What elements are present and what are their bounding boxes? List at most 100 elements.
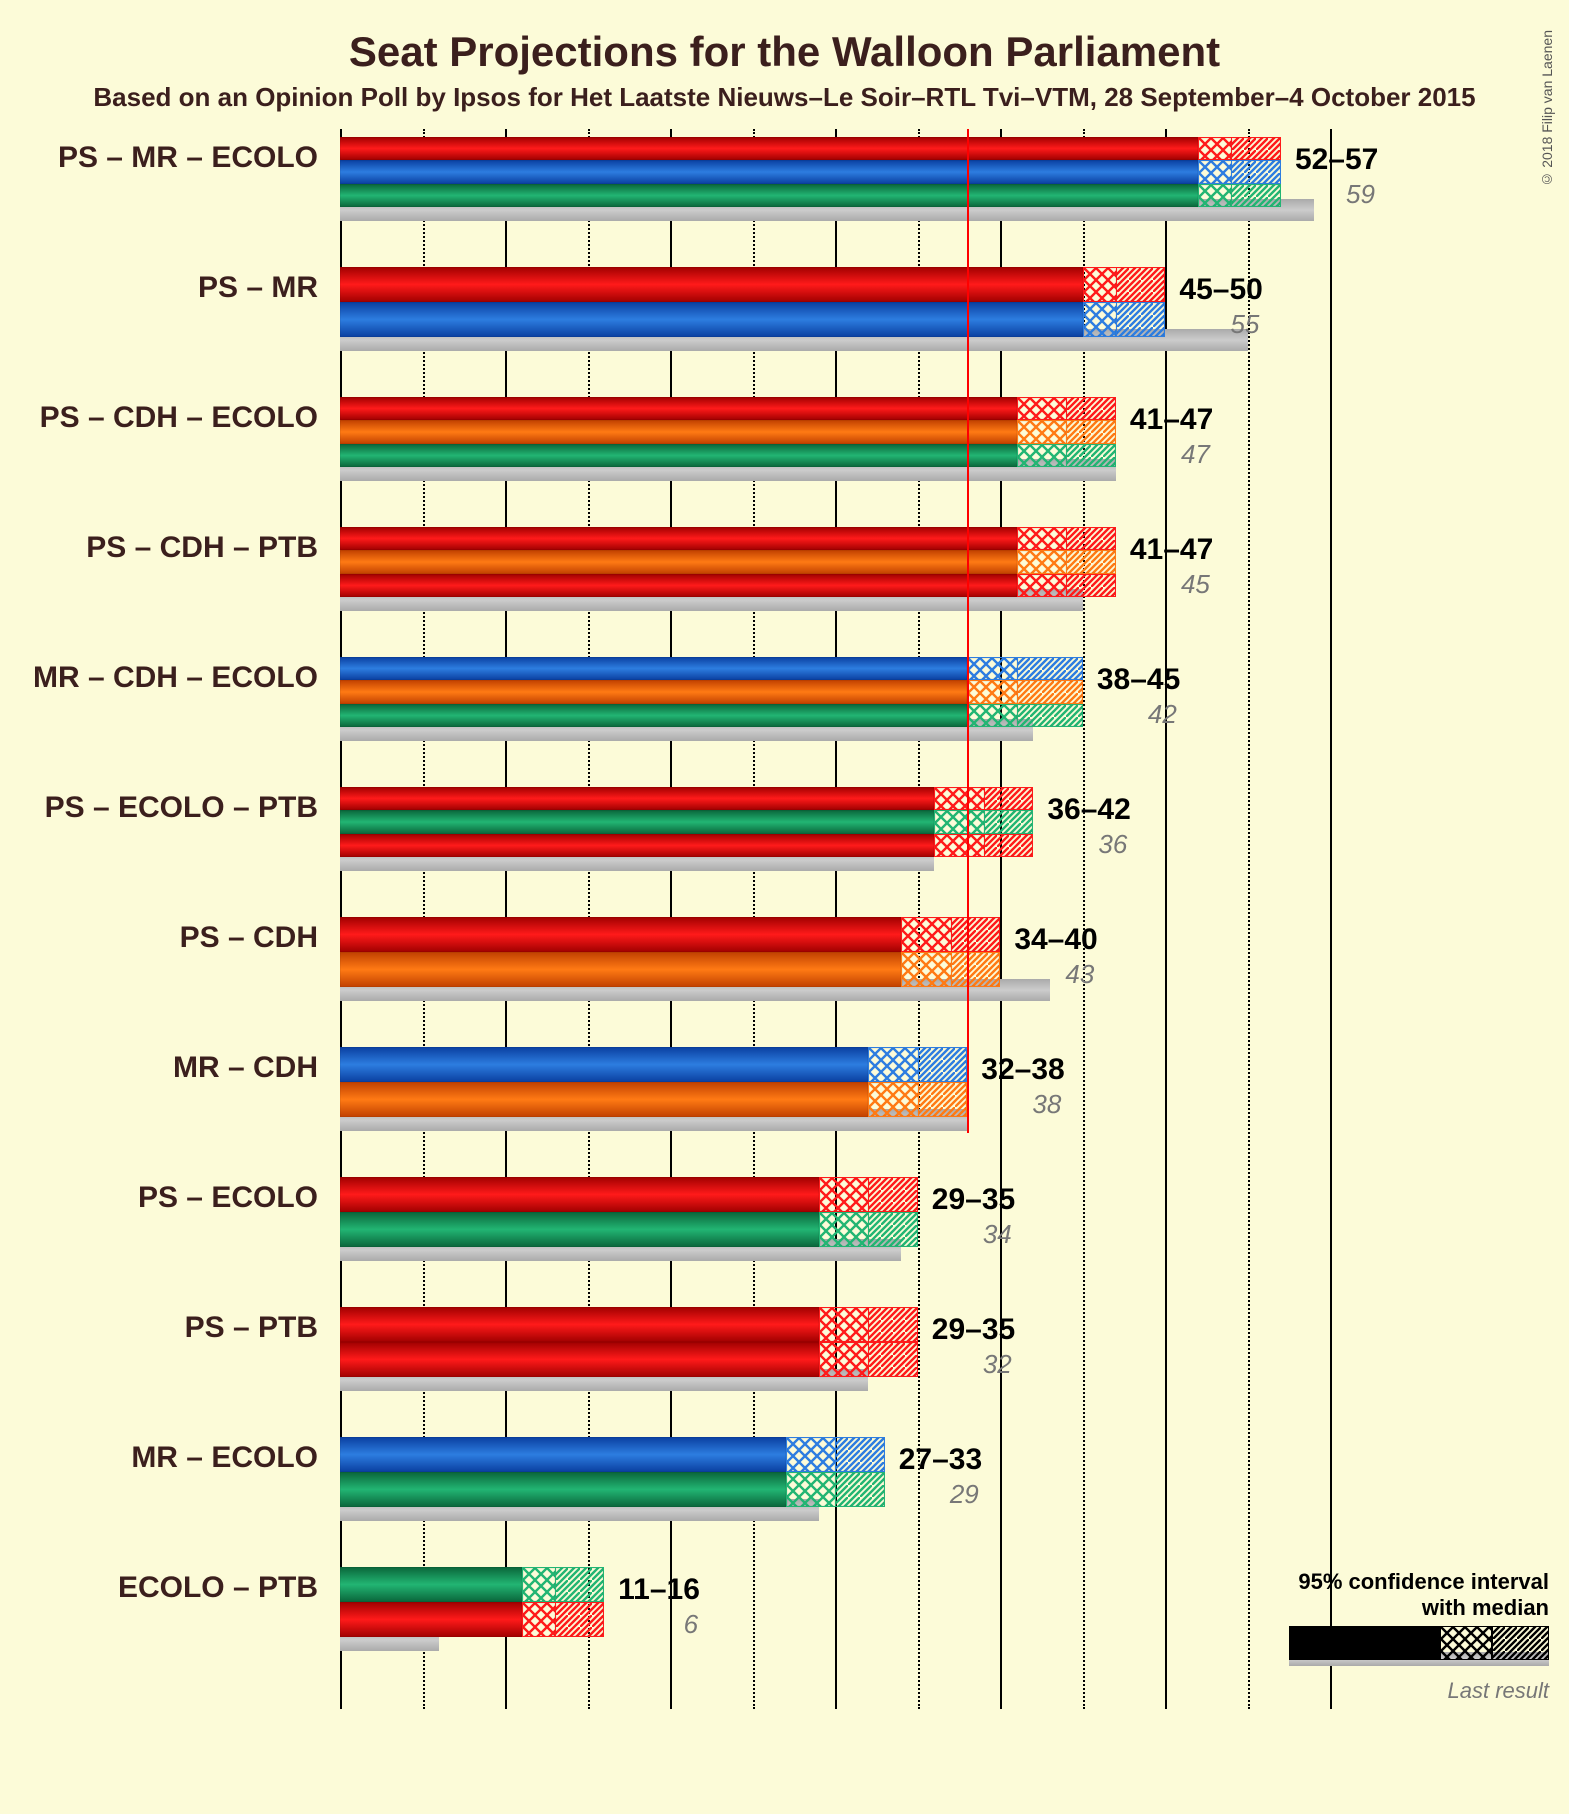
bar-ci-upper — [1116, 302, 1166, 337]
bar-ci-upper — [1017, 680, 1083, 703]
bar-ci-upper — [984, 787, 1034, 810]
bar-ci-upper — [555, 1602, 605, 1637]
bar-stripe — [340, 1212, 819, 1247]
coalition-row: PS – ECOLO – PTB36–4236 — [340, 787, 1380, 907]
bar-ci-upper — [1066, 574, 1116, 597]
projection-bar — [340, 1437, 885, 1507]
legend-ci-line1: 95% confidence interval — [1249, 1569, 1549, 1594]
bar-ci-lower — [1017, 420, 1067, 443]
coalition-row: PS – CDH – PTB41–4745 — [340, 527, 1380, 647]
bar-stripe — [340, 1082, 868, 1117]
bar-ci-upper — [1017, 657, 1083, 680]
last-result-label: 36 — [1047, 829, 1127, 860]
bar-ci-lower — [967, 657, 1017, 680]
bar-ci-lower — [819, 1212, 869, 1247]
bar-ci-upper — [1066, 527, 1116, 550]
bar-ci-lower — [901, 917, 951, 952]
bar-ci-upper — [1231, 184, 1281, 207]
bar-ci-lower — [522, 1602, 555, 1637]
coalition-row: MR – CDH – ECOLO38–4542 — [340, 657, 1380, 777]
legend-segment — [1289, 1626, 1440, 1660]
coalition-label: PS – ECOLO — [138, 1181, 340, 1215]
bar-ci-upper — [868, 1342, 918, 1377]
coalition-label: MR – ECOLO — [131, 1441, 340, 1475]
coalition-label: MR – CDH — [173, 1051, 340, 1085]
bar-ci-upper — [868, 1212, 918, 1247]
range-label: 52–57 — [1295, 143, 1378, 177]
coalition-label: PS – CDH – PTB — [86, 531, 340, 565]
bar-stripe — [340, 1047, 868, 1082]
copyright: © 2018 Filip van Laenen — [1539, 30, 1555, 188]
range-label: 36–42 — [1047, 793, 1130, 827]
bar-stripe — [340, 657, 967, 680]
bar-ci-lower — [868, 1047, 918, 1082]
coalition-label: PS – MR – ECOLO — [58, 141, 340, 175]
bar-stripe — [340, 397, 1017, 420]
bar-ci-upper — [1116, 267, 1166, 302]
bar-stripe — [340, 704, 967, 727]
bar-ci-lower — [786, 1472, 836, 1507]
bar-ci-upper — [984, 810, 1034, 833]
bar-stripe — [340, 302, 1083, 337]
bar-stripe — [340, 1567, 522, 1602]
bar-stripe — [340, 550, 1017, 573]
bar-stripe — [340, 420, 1017, 443]
range-label: 11–16 — [618, 1573, 700, 1607]
bar-ci-lower — [1017, 397, 1067, 420]
bar-ci-lower — [819, 1342, 869, 1377]
bar-stripe — [340, 1472, 786, 1507]
coalition-label: MR – CDH – ECOLO — [33, 661, 340, 695]
projection-bar — [340, 917, 1000, 987]
range-label: 41–47 — [1130, 403, 1213, 437]
projection-bar — [340, 397, 1116, 467]
projection-bar — [340, 1307, 918, 1377]
bar-ci-lower — [522, 1567, 555, 1602]
coalition-label: ECOLO – PTB — [118, 1571, 340, 1605]
bar-stripe — [340, 810, 934, 833]
bar-stripe — [340, 917, 901, 952]
last-result-label: 6 — [618, 1609, 698, 1640]
bar-stripe — [340, 1307, 819, 1342]
bar-stripe — [340, 527, 1017, 550]
last-result-label: 38 — [981, 1089, 1061, 1120]
projection-bar — [340, 267, 1165, 337]
chart-title: Seat Projections for the Walloon Parliam… — [0, 0, 1569, 76]
coalition-row: ECOLO – PTB11–166 — [340, 1567, 1380, 1687]
legend-segment — [1492, 1626, 1549, 1660]
bar-ci-lower — [819, 1177, 869, 1212]
projection-bar — [340, 527, 1116, 597]
bar-stripe — [340, 267, 1083, 302]
range-label: 38–45 — [1097, 663, 1180, 697]
legend-last-label: Last result — [1249, 1678, 1549, 1704]
legend: 95% confidence interval with median Last… — [1249, 1569, 1549, 1704]
coalition-label: PS – PTB — [185, 1311, 340, 1345]
bar-ci-upper — [868, 1177, 918, 1212]
bar-ci-lower — [967, 704, 1017, 727]
range-label: 41–47 — [1130, 533, 1213, 567]
last-result-label: 43 — [1014, 959, 1094, 990]
bar-stripe — [340, 574, 1017, 597]
bar-ci-upper — [984, 834, 1034, 857]
bar-ci-upper — [868, 1307, 918, 1342]
bar-ci-lower — [819, 1307, 869, 1342]
coalition-row: PS – CDH – ECOLO41–4747 — [340, 397, 1380, 517]
bar-ci-lower — [1198, 137, 1231, 160]
bar-ci-upper — [1017, 704, 1083, 727]
bar-stripe — [340, 444, 1017, 467]
majority-line — [967, 129, 969, 1133]
coalition-label: PS – ECOLO – PTB — [45, 791, 340, 825]
chart-area: PS – MR – ECOLO52–5759PS – MR45–5055PS –… — [340, 129, 1380, 1709]
bar-stripe — [340, 680, 967, 703]
coalition-row: PS – PTB29–3532 — [340, 1307, 1380, 1427]
bar-ci-lower — [1017, 527, 1067, 550]
bar-ci-lower — [1017, 574, 1067, 597]
bar-ci-upper — [918, 1047, 968, 1082]
projection-bar — [340, 137, 1281, 207]
bar-ci-lower — [1198, 160, 1231, 183]
last-result-label: 47 — [1130, 439, 1210, 470]
legend-segment — [1440, 1626, 1492, 1660]
legend-ci-line2: with median — [1249, 1595, 1549, 1620]
bar-ci-lower — [967, 680, 1017, 703]
bar-ci-lower — [1198, 184, 1231, 207]
projection-bar — [340, 657, 1083, 727]
